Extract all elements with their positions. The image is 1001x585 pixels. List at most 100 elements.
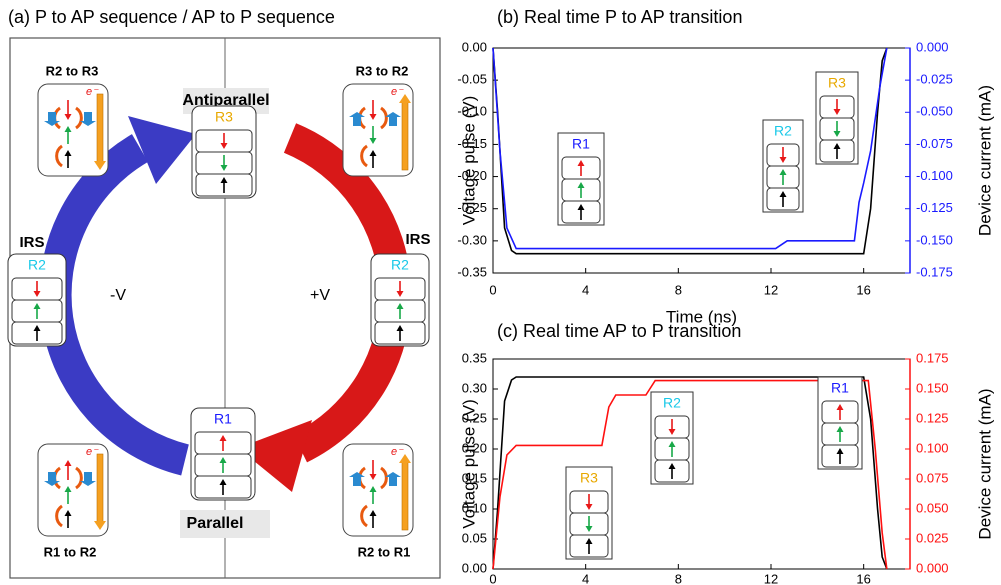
spin-arrowhead [64,114,72,120]
spin-arrowhead [668,441,676,447]
y-tick-label: -0.25 [457,200,487,215]
spin-torque [75,466,83,490]
side-label: IRS [19,234,44,251]
y2-tick-label: 0.175 [916,350,949,365]
spin-arrowhead [836,448,844,454]
spin-arrowhead [779,169,787,175]
y2-tick-label: -0.150 [916,232,953,247]
x-axis-label: Time (ns) [666,307,737,326]
current-arrow [401,461,409,531]
y2-tick-label: 0.100 [916,440,949,455]
y2-tick-label: -0.125 [916,200,953,215]
y-tick-label: 0.15 [462,470,487,485]
spin-arrowhead [369,510,377,516]
current-arrow [401,101,409,171]
field-arrow [349,472,365,486]
current-arrow [96,93,104,163]
spin-arrowhead [585,526,593,532]
spin-arrowhead [668,463,676,469]
spin-arrowhead [220,143,228,149]
x-tick-label: 4 [582,571,589,585]
spin-arrowhead [577,182,585,188]
electron-label: e⁻ [86,86,99,98]
y-tick-label: -0.15 [457,136,487,151]
y-tick-label: 0.20 [462,440,487,455]
transition-label: R2 to R1 [358,544,411,559]
y-tick-label: -0.10 [457,104,487,119]
inset-label: R2 [663,395,681,411]
spin-torque [360,144,368,168]
current-arrowhead [94,161,106,170]
current-arrow [96,453,104,523]
x-tick-label: 12 [764,282,778,297]
transition-label: R2 to R3 [46,63,99,78]
state-label: Parallel [187,515,244,532]
spin-torque [360,504,368,528]
x-tick-label: 16 [856,282,870,297]
side-label: IRS [405,231,430,248]
x-tick-label: 16 [856,571,870,585]
y-tick-label: -0.05 [457,72,487,87]
spin-arrowhead [369,474,377,480]
spin-arrowhead [396,325,404,331]
spin-arrowhead [219,479,227,485]
y2-tick-label: 0.125 [916,410,949,425]
spin-arrowhead [833,131,841,137]
x-tick-label: 0 [489,282,496,297]
electron-label: e⁻ [391,86,404,98]
y-tick-label: -0.30 [457,232,487,247]
spin-arrowhead [577,160,585,166]
current-arrowhead [399,94,411,103]
y2-tick-label: 0.150 [916,380,949,395]
red-arrowhead [238,420,312,492]
spin-torque [380,106,388,130]
y-tick-label: 0.10 [462,500,487,515]
spin-arrowhead [779,191,787,197]
field-arrow [44,472,60,486]
inset-label: R1 [831,380,849,396]
spin-arrowhead [369,114,377,120]
data-line [492,47,888,250]
y-tick-label: 0.05 [462,530,487,545]
spin-arrowhead [33,291,41,297]
transition-label: R1 to R2 [44,544,97,559]
y-tick-label: -0.35 [457,264,487,279]
y-tick-label: 0.00 [462,39,487,54]
x-tick-label: 8 [675,282,682,297]
field-arrow [385,472,401,486]
current-arrowhead [399,454,411,463]
chart-title: (b) Real time P to AP transition [497,7,742,27]
spin-arrowhead [369,150,377,156]
spin-arrowhead [396,291,404,297]
field-arrow [385,112,401,126]
spin-arrowhead [64,150,72,156]
spin-arrowhead [219,435,227,441]
spin-arrowhead [33,325,41,331]
spin-arrowhead [64,510,72,516]
spin-arrowhead [585,504,593,510]
field-arrow [80,472,96,486]
field-arrow [80,112,96,126]
bias-label: +V [310,287,330,304]
inset-label: R3 [828,75,846,91]
x-tick-label: 4 [582,282,589,297]
y2-tick-label: 0.000 [916,560,949,575]
spin-arrowhead [577,204,585,210]
spin-arrowhead [396,303,404,309]
y2-tick-label: 0.000 [916,39,949,54]
spin-torque [55,144,63,168]
y-tick-label: -0.20 [457,168,487,183]
spin-torque [75,106,83,130]
y2-tick-label: -0.175 [916,264,953,279]
stack-label: R3 [215,109,233,125]
field-arrow [349,112,365,126]
inset-label: R2 [774,123,792,139]
spin-arrowhead [220,177,228,183]
spin-torque [380,466,388,490]
current-arrowhead [94,521,106,530]
y2-tick-label: -0.100 [916,168,953,183]
spin-arrowhead [836,426,844,432]
x-tick-label: 0 [489,571,496,585]
